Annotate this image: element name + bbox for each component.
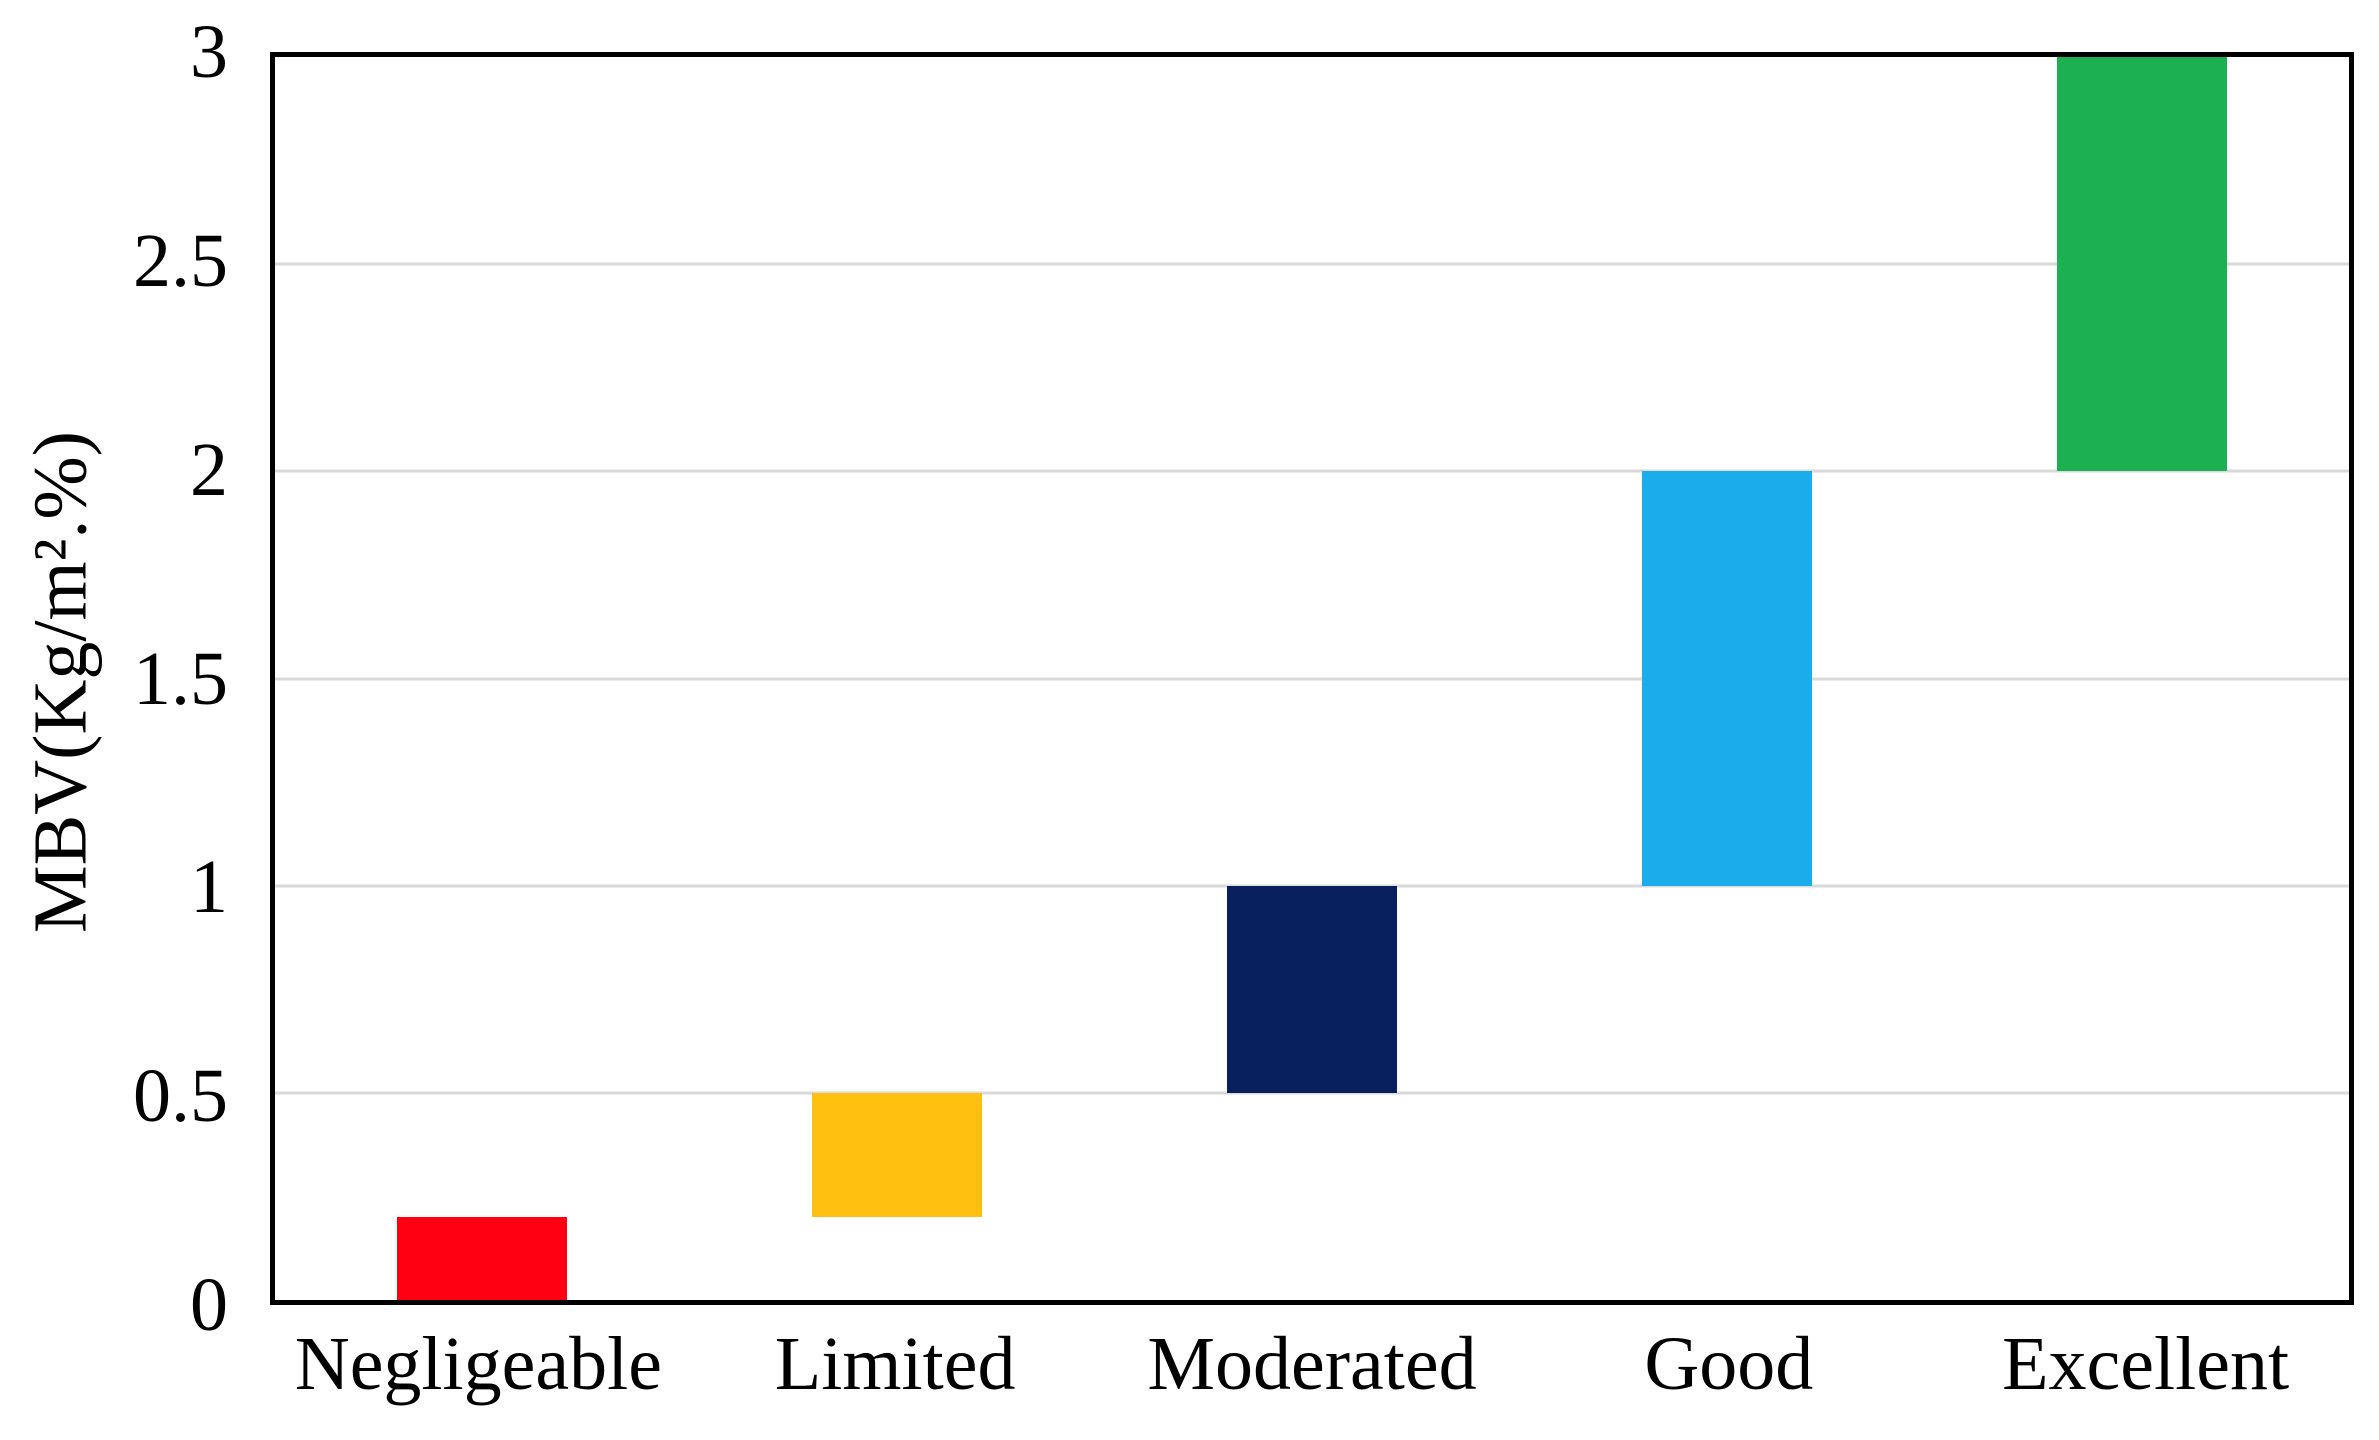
gridline (275, 677, 2349, 680)
gridline (275, 262, 2349, 266)
plot-area (270, 52, 2354, 1305)
y-tick-label: 0 (190, 1263, 228, 1347)
range-bar (397, 1217, 568, 1300)
x-tick-label: Negligeable (294, 1322, 662, 1406)
y-tick-label: 3 (190, 10, 228, 94)
y-axis-tick-labels: 0 0.5 1 1.5 2 2.5 3 (0, 14, 228, 1343)
x-tick-label: Good (1644, 1322, 1814, 1406)
gridline (275, 469, 2349, 473)
x-tick-label: Limited (774, 1322, 1016, 1406)
y-tick-label: 2 (190, 427, 228, 512)
range-bar (1227, 885, 1397, 1093)
gridline (275, 1091, 2349, 1095)
y-tick-label: 1.5 (133, 636, 228, 721)
range-bar (812, 1092, 983, 1218)
y-tick-label: 2.5 (133, 218, 228, 303)
x-tick-label: Moderated (1147, 1322, 1477, 1406)
x-axis-tick-labels: Negligeable Limited Moderated Good Excellent (270, 1318, 2354, 1410)
y-tick-label: 0.5 (133, 1054, 228, 1139)
range-bar (1641, 471, 1812, 886)
gridline (275, 884, 2349, 888)
range-bar (2056, 57, 2227, 472)
y-tick-label: 1 (190, 845, 228, 930)
x-tick-label: Excellent (2002, 1322, 2290, 1406)
